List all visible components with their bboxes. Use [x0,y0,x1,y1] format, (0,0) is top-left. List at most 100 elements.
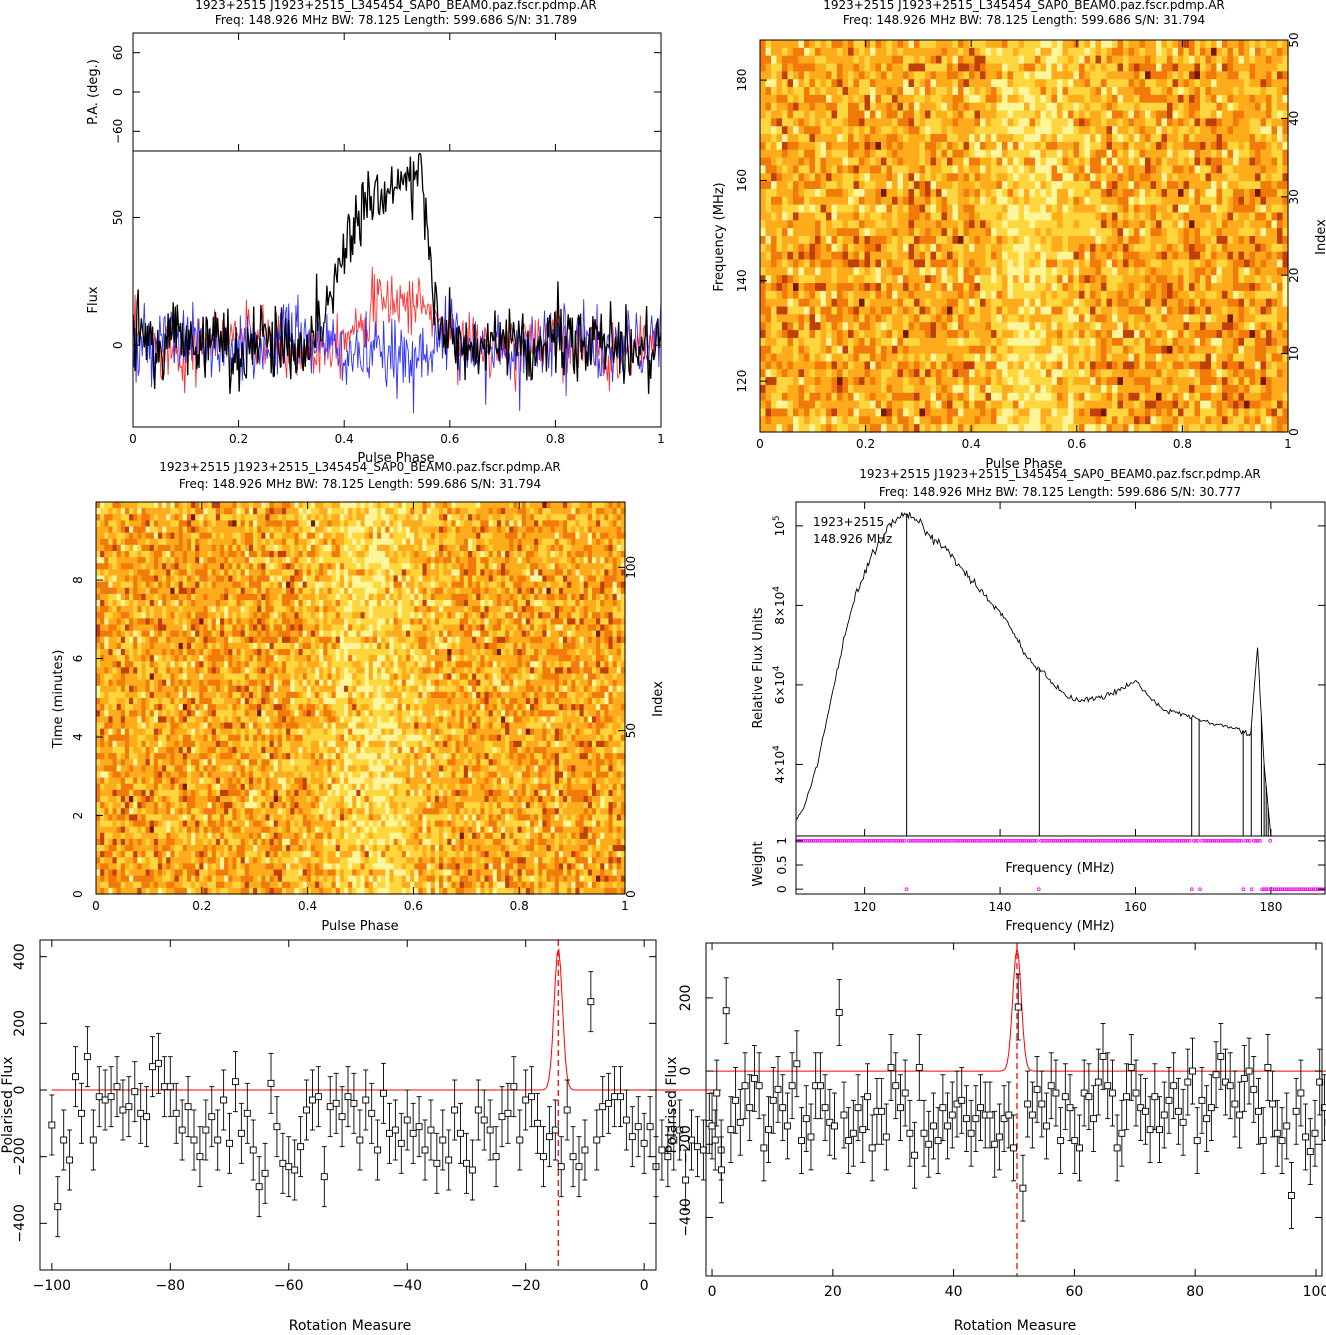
freq-phase-cell [782,47,789,57]
freq-phase-cell [1073,149,1080,159]
freq-phase-cell [1271,353,1278,363]
freq-phase-cell [1002,275,1009,284]
freq-phase-cell [848,40,855,49]
freq-phase-cell [919,384,926,394]
freq-phase-cell [1183,314,1190,323]
freq-phase-cell [1051,63,1058,72]
freq-phase-cell [980,424,987,433]
freq-phase-cell [798,228,805,237]
freq-phase-cell [848,157,855,167]
freq-phase-cell [958,236,965,245]
freq-phase-cell [1233,314,1240,323]
freq-phase-cell [1183,408,1190,417]
freq-phase-cell [782,79,789,88]
freq-phase-cell [1040,188,1047,198]
freq-phase-cell [1117,322,1124,331]
freq-phase-cell [859,314,866,323]
pa-plot: 600−60 [111,32,662,152]
freq-phase-cell [776,337,783,347]
freq-phase-cell [952,283,959,292]
freq-phase-cell [820,55,827,65]
freq-phase-cell [771,384,778,394]
freq-phase-cell [804,71,811,80]
freq-phase-cell [1271,118,1278,127]
freq-phase-cell [919,408,926,417]
freq-phase-cell [1079,212,1086,221]
freq-phase-cell [1062,196,1069,206]
freq-phase-cell [947,400,954,410]
freq-phase-cell [864,416,871,425]
freq-phase-cell [1238,322,1245,331]
freq-phase-cell [936,361,943,370]
freq-phase-cell [870,408,877,417]
freq-phase-cell [1216,79,1223,88]
freq-phase-cell [787,196,794,206]
freq-phase-cell [897,400,904,410]
freq-phase-cell [886,283,893,292]
freq-phase-cell [1211,243,1218,253]
freq-phase-cell [1051,196,1058,206]
freq-phase-cell [1189,63,1196,72]
freq-phase-cell [1101,196,1108,206]
freq-phase-cell [1117,157,1124,167]
freq-phase-cell [941,369,948,378]
freq-phase-cell [1211,408,1218,417]
freq-phase-cell [963,204,970,214]
freq-phase-cell [1200,228,1207,237]
freq-phase-cell [776,40,783,49]
freq-phase-cell [1046,408,1053,417]
freq-phase-cell [1233,400,1240,410]
freq-phase-cell [1117,71,1124,80]
freq-phase-cell [903,400,910,410]
freq-phase-cell [1255,290,1262,300]
freq-phase-cell [985,220,992,229]
freq-phase-cell [1205,149,1212,159]
freq-phase-cell [1079,173,1086,182]
freq-phase-cell [963,408,970,417]
freq-phase-cell [1040,337,1047,347]
freq-phase-cell [1227,306,1234,315]
freq-phase-cell [1238,118,1245,127]
freq-phase-cell [963,369,970,378]
freq-phase-cell [991,134,998,143]
freq-phase-cell [864,322,871,331]
freq-phase-cell [793,400,800,410]
freq-phase-cell [1222,134,1229,143]
freq-phase-cell [969,259,976,268]
freq-phase-cell [1123,181,1130,190]
freq-phase-cell [1106,204,1113,214]
freq-phase-cell [787,141,794,151]
freq-phase-cell [1150,87,1157,96]
freq-phase-cell [842,369,849,378]
freq-phase-cell [1117,314,1124,323]
freq-phase-cell [941,118,948,127]
freq-phase-cell [1057,55,1064,65]
freq-phase-cell [1255,337,1262,347]
freq-phase-cell [815,204,822,214]
freq-phase-cell [980,110,987,119]
freq-phase-cell [903,424,910,433]
freq-phase-cell [996,228,1003,237]
freq-phase-cell [1189,134,1196,143]
freq-phase-cell [1194,408,1201,417]
freq-phase-cell [886,173,893,182]
freq-phase-cell [1183,369,1190,378]
freq-phase-cell [947,87,954,96]
freq-phase-cell [1002,149,1009,159]
freq-phase-cell [886,345,893,355]
freq-phase-cell [947,243,954,253]
freq-phase-cell [793,110,800,119]
freq-phase-cell [881,236,888,245]
freq-phase-cell [826,369,833,378]
freq-phase-cell [859,212,866,221]
freq-phase-cell [771,353,778,363]
freq-phase-cell [980,330,987,339]
freq-phase-cell [1101,141,1108,151]
freq-phase-cell [826,188,833,198]
freq-phase-cell [1084,290,1091,300]
freq-phase-cell [1024,424,1031,433]
freq-phase-cell [1112,40,1119,49]
freq-phase-cell [760,141,767,151]
freq-phase-cell [1002,243,1009,253]
freq-phase-cell [1057,220,1064,229]
